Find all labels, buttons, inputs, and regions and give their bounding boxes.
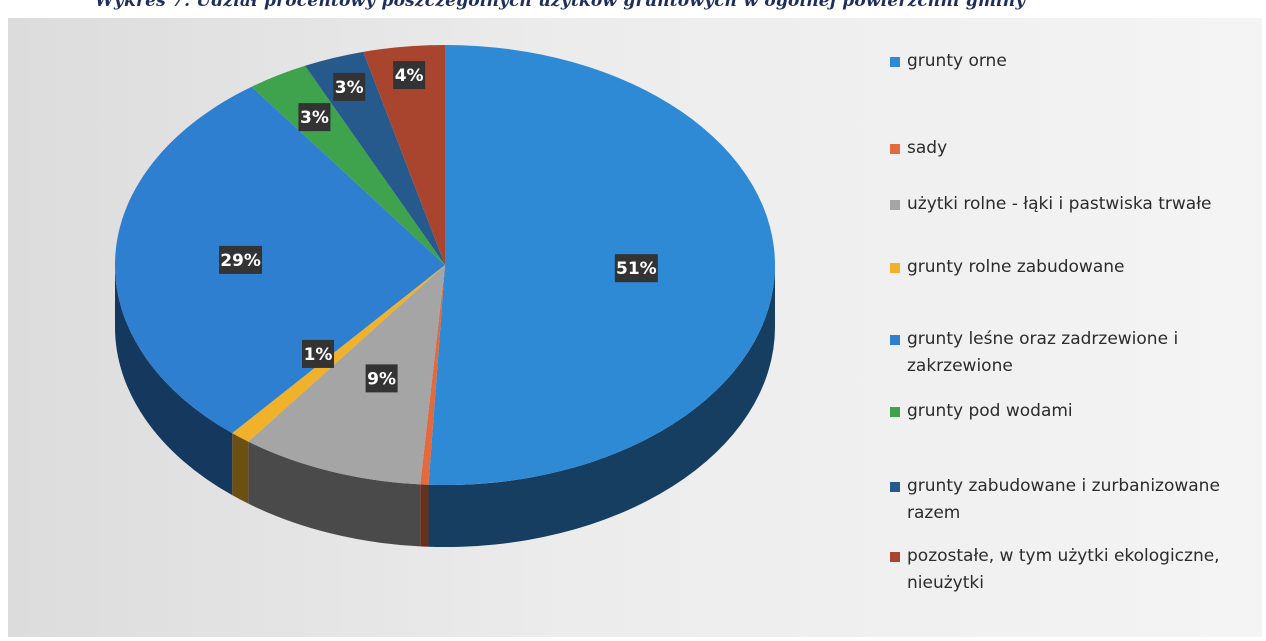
legend-item-3: grunty rolne zabudowane xyxy=(890,254,1260,281)
legend-swatch xyxy=(890,200,900,210)
legend-swatch xyxy=(890,482,900,492)
pie-slice-2 xyxy=(248,265,445,485)
pie-slice-7 xyxy=(363,45,445,265)
legend-label: grunty rolne zabudowane xyxy=(907,257,1125,277)
pie-side-2 xyxy=(248,441,421,547)
data-label-6: 3% xyxy=(333,72,366,101)
legend-swatch xyxy=(890,144,900,154)
pie-side-4 xyxy=(115,265,233,496)
svg-text:3%: 3% xyxy=(335,78,364,98)
pie-slice-1 xyxy=(420,265,445,485)
legend-item-2: użytki rolne - łąki i pastwiska trwałe xyxy=(890,191,1260,218)
legend-item-0: grunty orne xyxy=(890,48,1260,75)
pie-slice-6 xyxy=(305,51,445,266)
legend-swatch xyxy=(890,335,900,345)
data-label-3: 1% xyxy=(302,339,335,368)
legend-item-5: grunty pod wodami xyxy=(890,398,1260,425)
legend-swatch xyxy=(890,552,900,562)
legend-swatch xyxy=(890,263,900,273)
data-label-4: 29% xyxy=(219,245,263,274)
pie-slice-0 xyxy=(428,45,776,486)
legend-label: pozostałe, w tym użytki ekologiczne, nie… xyxy=(907,546,1220,593)
legend-label: grunty pod wodami xyxy=(907,401,1073,421)
legend-label: grunty orne xyxy=(907,51,1007,71)
pie-side-0 xyxy=(428,265,775,547)
legend-swatch xyxy=(890,407,900,417)
data-label-0: 51% xyxy=(614,254,658,283)
legend-item-4: grunty leśne oraz zadrzewione i zakrzewi… xyxy=(890,326,1260,380)
legend-item-6: grunty zabudowane i zurbanizowane razem xyxy=(890,473,1260,527)
legend-swatch xyxy=(890,57,900,67)
legend-label: sady xyxy=(907,138,948,158)
legend-label: grunty zabudowane i zurbanizowane razem xyxy=(907,476,1220,523)
pie-side-3 xyxy=(232,433,249,504)
pie-slice-4 xyxy=(115,86,446,434)
legend-item-7: pozostałe, w tym użytki ekologiczne, nie… xyxy=(890,543,1260,597)
data-label-2: 9% xyxy=(365,364,398,393)
legend-label: użytki rolne - łąki i pastwiska trwałe xyxy=(907,194,1212,214)
svg-text:4%: 4% xyxy=(395,66,424,86)
pie-side-1 xyxy=(420,484,429,547)
legend-item-1: sady xyxy=(890,135,1260,162)
data-label-5: 3% xyxy=(298,103,331,132)
pie-slice-3 xyxy=(232,265,445,442)
svg-text:29%: 29% xyxy=(220,251,261,271)
chart-title: Wykres 7. Udział procentowy poszczególny… xyxy=(95,0,1026,11)
svg-text:51%: 51% xyxy=(616,259,657,279)
pie-side-walls xyxy=(115,265,775,547)
svg-text:9%: 9% xyxy=(367,369,396,389)
svg-text:1%: 1% xyxy=(304,345,333,365)
svg-text:3%: 3% xyxy=(300,108,329,128)
legend-label: grunty leśne oraz zadrzewione i zakrzewi… xyxy=(907,329,1179,376)
data-label-7: 4% xyxy=(393,61,426,90)
